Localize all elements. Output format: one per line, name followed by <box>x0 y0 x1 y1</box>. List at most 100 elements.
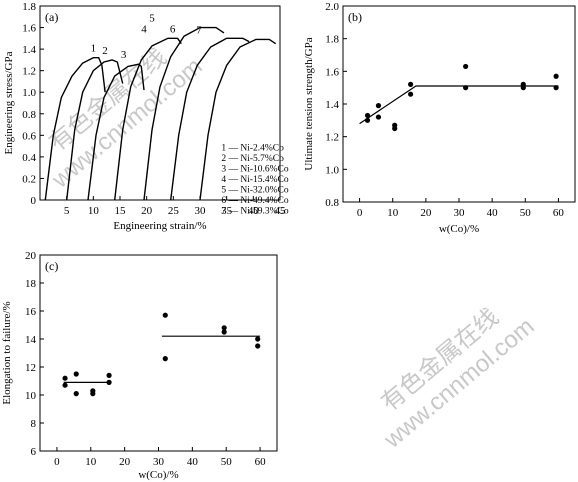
y-tick-label: 1.8 <box>325 34 339 46</box>
curve-1 <box>44 57 106 201</box>
curve-label-5: 5 <box>149 13 155 25</box>
curve-7 <box>199 38 277 201</box>
data-point <box>221 325 227 331</box>
panel-a-stress-strain: 5 10 15 20 25 30 35 40 450.20.40.60.81.01.21.41.… <box>3 1 289 232</box>
y-tick-label: 18 <box>25 278 37 290</box>
data-point <box>255 343 261 349</box>
x-tick-label: 15 <box>115 205 127 217</box>
x-tick-label: 0 <box>54 456 60 468</box>
y-tick-label: 0.2 <box>22 173 36 185</box>
data-point <box>73 391 79 397</box>
legend-entry: 4 — Ni-15.4%Co <box>221 175 289 185</box>
curve-2 <box>66 59 124 201</box>
legend-entry: 7 — Ni-59.3%Co <box>221 206 289 216</box>
x-tick-label: 60 <box>255 456 267 468</box>
curve-label-1: 1 <box>91 43 97 55</box>
y-axis-label: Ultimate tension strength/GPa <box>303 37 315 170</box>
y-tick-label: 1.6 <box>325 66 339 78</box>
y-axis-label: Engineering stress/GPa <box>3 51 15 154</box>
x-tick-label: 45 <box>275 205 287 217</box>
x-tick-label: 20 <box>420 207 432 219</box>
data-point <box>553 73 559 79</box>
x-tick-label: 50 <box>520 207 532 219</box>
data-point <box>62 375 68 381</box>
y-tick-label: 1.8 <box>22 1 36 13</box>
y-tick-label: 1.4 <box>325 99 339 111</box>
x-tick-label: 10 <box>88 205 100 217</box>
legend-entry: 3 — Ni-10.6%Co <box>221 164 289 174</box>
data-point <box>463 63 469 70</box>
x-tick-label: 50 <box>221 456 233 468</box>
x-tick-label: 35 <box>221 205 233 217</box>
y-tick-label: 1.0 <box>325 164 339 176</box>
y-tick-label: 14 <box>25 334 37 346</box>
origin-label: 0 <box>31 195 37 207</box>
x-axis-label: w(Co)/% <box>138 469 178 481</box>
curve-3 <box>87 63 145 201</box>
data-point <box>375 103 382 109</box>
x-axis-label: w(Co)/% <box>439 223 479 235</box>
x-tick-label: 30 <box>153 456 165 468</box>
y-tick-label: 1.2 <box>22 66 36 78</box>
y-tick-label: 1.6 <box>22 23 36 35</box>
legend-entry: 2 — Ni-5.7%Co <box>221 154 284 164</box>
data-point <box>106 372 112 378</box>
y-tick-label: 2.0 <box>325 1 339 13</box>
y-tick-label: 12 <box>25 362 36 374</box>
data-point <box>62 382 68 388</box>
curve-5 <box>143 26 225 201</box>
data-point <box>90 391 96 397</box>
plot-frame <box>39 5 281 201</box>
x-tick-label: 25 <box>168 205 180 217</box>
x-tick-label: 30 <box>454 207 466 219</box>
y-axis-label: Elongation to failure/% <box>1 301 13 404</box>
x-tick-label: 60 <box>553 207 565 219</box>
x-tick-label: 20 <box>119 456 131 468</box>
x-tick-label: 5 <box>64 205 70 217</box>
x-axis-label: Engineering strain/% <box>113 220 206 232</box>
plot-frame <box>39 254 278 452</box>
data-point <box>221 329 227 335</box>
data-point <box>375 114 382 120</box>
y-tick-label: 6 <box>31 446 37 458</box>
panel-label: (c) <box>45 259 58 273</box>
x-tick-label: 20 <box>141 205 153 217</box>
curve-label-7: 7 <box>196 24 202 36</box>
curve-6 <box>170 37 250 201</box>
x-tick-label: 30 <box>195 205 207 217</box>
x-tick-label: 40 <box>487 207 499 219</box>
panel-label: (a) <box>45 10 58 24</box>
y-tick-label: 0.4 <box>22 152 36 164</box>
panel-label: (b) <box>348 10 362 24</box>
legend-entry: 6 — Ni-49.4%Co <box>221 196 289 206</box>
y-tick-label: 0.6 <box>22 130 36 142</box>
panel-c-elongation: 0 10 20 30 40 50 60 6 8 10 12 14 16 18 20 w(Co)/% Elonga… <box>1 250 278 481</box>
y-tick-label: 8 <box>31 418 37 430</box>
x-tick-label: 10 <box>85 456 97 468</box>
y-tick-label: 0.8 <box>22 109 36 121</box>
data-point <box>408 81 414 87</box>
y-tick-label: 1.4 <box>22 44 36 56</box>
y-tick-label: 0.8 <box>325 197 339 209</box>
x-tick-label: 0 <box>357 207 363 219</box>
x-tick-label: 10 <box>387 207 399 219</box>
x-tick-label: 40 <box>248 205 260 217</box>
curve-label-2: 2 <box>102 45 108 57</box>
data-point <box>255 336 261 342</box>
y-tick-label: 10 <box>25 390 37 402</box>
legend-entry: 1 — Ni-2.4%Co <box>221 143 284 153</box>
data-point <box>73 371 79 377</box>
data-point <box>162 312 168 318</box>
y-tick-label: 1.0 <box>22 87 36 99</box>
curve-label-6: 6 <box>170 23 176 35</box>
data-point <box>162 356 168 362</box>
data-point <box>408 91 414 97</box>
legend-entry: 5 — Ni-32.0%Co <box>221 185 289 195</box>
fit-line <box>359 85 559 125</box>
curve-label-4: 4 <box>141 23 147 35</box>
curve-label-3: 3 <box>121 49 127 61</box>
